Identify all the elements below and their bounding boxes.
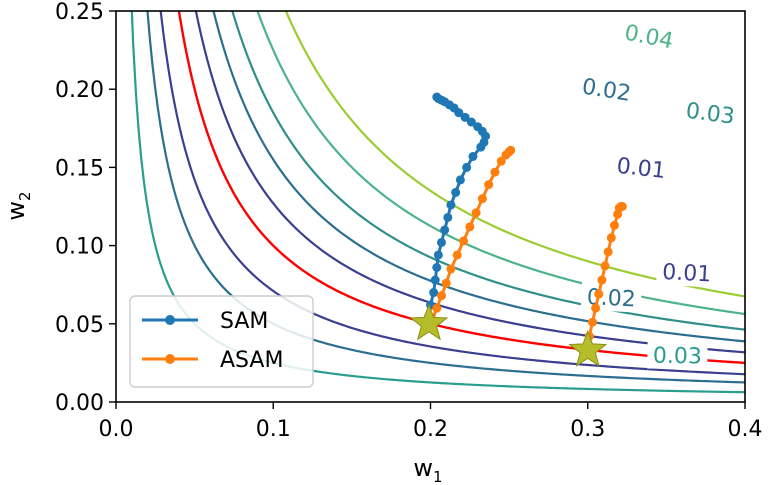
contour-line bbox=[159, 11, 745, 376]
sam-point bbox=[443, 212, 453, 222]
asam-point bbox=[446, 264, 456, 274]
sam-point bbox=[462, 162, 472, 172]
asam-point bbox=[606, 233, 616, 243]
asam-point bbox=[484, 180, 494, 190]
sam-point bbox=[451, 187, 461, 197]
contour-label: 0.03 bbox=[653, 344, 702, 370]
sam-point bbox=[432, 92, 442, 102]
start-star-marker bbox=[409, 303, 449, 341]
asam-point bbox=[459, 236, 469, 246]
sam-point bbox=[437, 237, 447, 247]
contour-labels: 0.03 0.02 0.01 0.01 0.02 0.03 0.04 bbox=[574, 16, 742, 370]
legend: SAM ASAM bbox=[129, 295, 314, 388]
y-tick-label: 0.05 bbox=[55, 313, 104, 338]
asam-point bbox=[437, 291, 447, 301]
asam-point bbox=[587, 317, 597, 327]
asam-point bbox=[506, 145, 516, 155]
contour-label-group: 0.03 bbox=[678, 95, 742, 131]
contour-label: 0.03 bbox=[684, 99, 736, 130]
contour-label-gap bbox=[616, 16, 682, 56]
contour-label: 0.01 bbox=[615, 154, 666, 184]
asam-point bbox=[452, 250, 462, 260]
x-tick-label: 0.0 bbox=[99, 417, 134, 442]
contour-label-gap bbox=[656, 256, 718, 288]
start-star-marker bbox=[568, 329, 608, 367]
contour-label-group: 0.02 bbox=[580, 281, 642, 313]
sam-point bbox=[455, 175, 465, 185]
asam-point bbox=[597, 275, 607, 285]
legend-sam-label: SAM bbox=[220, 309, 268, 334]
x-tick-label: 0.4 bbox=[728, 417, 763, 442]
y-tick-label: 0.25 bbox=[55, 0, 104, 25]
sam-point bbox=[468, 151, 478, 161]
y-tick-label: 0.10 bbox=[55, 235, 104, 260]
contour-label-group: 0.03 bbox=[647, 340, 708, 370]
y-axis-label: w2 bbox=[2, 191, 34, 220]
contour-line bbox=[231, 11, 745, 331]
asam-point bbox=[432, 303, 442, 313]
asam-point bbox=[594, 289, 604, 299]
y-tick-label: 0.15 bbox=[55, 156, 104, 181]
sam-point bbox=[430, 275, 440, 285]
asam-point bbox=[496, 156, 506, 166]
contour-label-group: 0.01 bbox=[656, 256, 718, 288]
asam-point bbox=[600, 261, 610, 271]
x-tick-label: 0.3 bbox=[570, 417, 605, 442]
sam-point bbox=[446, 200, 456, 210]
y-axis-ticks: 0.00 0.05 0.10 0.15 0.20 0.25 bbox=[55, 0, 116, 416]
contour-label-gap bbox=[678, 95, 742, 131]
y-tick-label: 0.20 bbox=[55, 78, 104, 103]
start-markers bbox=[409, 303, 608, 367]
contour-label-gap bbox=[574, 70, 639, 108]
x-axis-label: w1 bbox=[413, 454, 442, 485]
sam-point bbox=[466, 117, 476, 127]
contour-label-gap bbox=[647, 340, 708, 370]
asam-point bbox=[471, 208, 481, 218]
asam-point bbox=[591, 303, 601, 313]
contour-line bbox=[212, 11, 745, 343]
sam-point bbox=[440, 225, 450, 235]
sam-point bbox=[460, 112, 470, 122]
asam-point bbox=[617, 202, 627, 211]
contour-label-group: 0.04 bbox=[616, 16, 682, 56]
asam-point bbox=[477, 194, 487, 204]
contour-label: 0.01 bbox=[662, 260, 712, 288]
contour-label-group: 0.01 bbox=[609, 150, 673, 185]
sam-point bbox=[432, 263, 442, 272]
asam-point bbox=[603, 247, 613, 257]
x-tick-label: 0.2 bbox=[413, 417, 448, 442]
asam-point bbox=[490, 167, 500, 177]
contour-line bbox=[256, 11, 745, 316]
sam-point bbox=[473, 122, 483, 132]
asam-point bbox=[609, 220, 619, 230]
sam-point bbox=[429, 288, 439, 298]
legend-sam-marker bbox=[165, 315, 175, 325]
contour-label-group: 0.02 bbox=[574, 70, 639, 108]
legend-asam-label: ASAM bbox=[220, 348, 283, 373]
x-tick-label: 0.1 bbox=[256, 417, 291, 442]
y-tick-label: 0.00 bbox=[55, 391, 104, 416]
asam-point bbox=[465, 222, 475, 232]
legend-asam-marker bbox=[165, 354, 175, 364]
asam-point bbox=[441, 278, 451, 288]
sam-point bbox=[433, 250, 443, 260]
x-axis-ticks: 0.0 0.1 0.2 0.3 0.4 bbox=[99, 402, 763, 442]
trajectories bbox=[424, 92, 627, 354]
contour-label-gap bbox=[609, 150, 673, 185]
